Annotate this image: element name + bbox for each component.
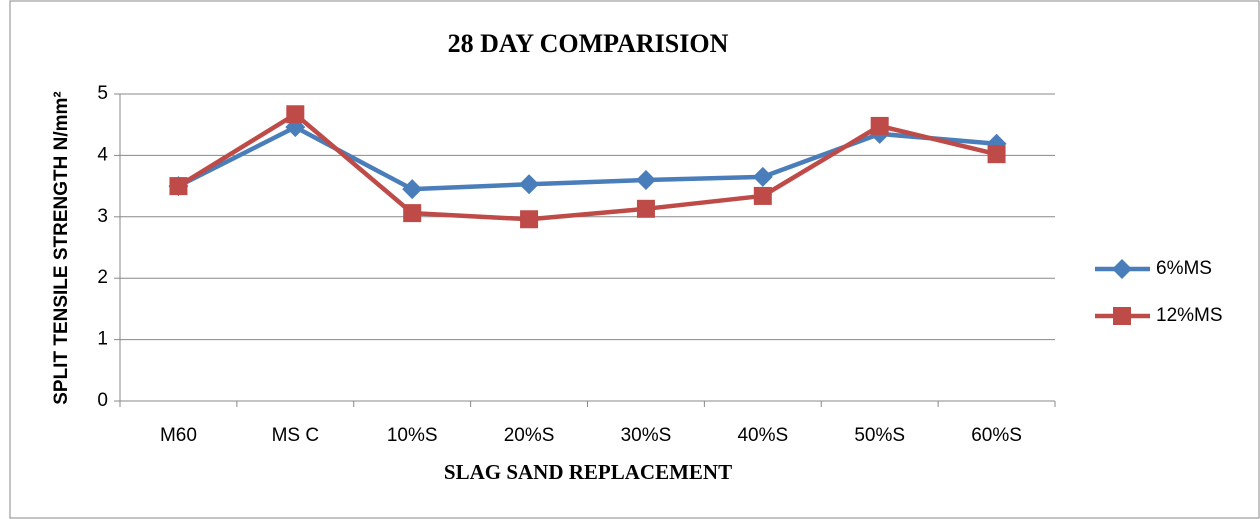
x-tick-label: MS C: [272, 425, 320, 446]
marker: [403, 204, 422, 223]
chart-title: 28 DAY COMPARISION: [448, 29, 729, 58]
y-tick-label: 0: [97, 390, 108, 411]
x-tick-label: 20%S: [504, 425, 555, 446]
series-line: [177, 112, 998, 222]
x-tick-label: 50%S: [854, 425, 905, 446]
marker: [752, 166, 773, 187]
x-axis-label: SLAG SAND REPLACEMENT: [444, 460, 732, 484]
marker: [1112, 259, 1132, 279]
x-tick-label: M60: [160, 425, 197, 446]
legend-label: 6%MS: [1156, 258, 1212, 279]
series-line: [177, 124, 997, 192]
marker: [520, 210, 539, 229]
marker: [870, 116, 889, 135]
y-tick-label: 3: [97, 206, 108, 227]
x-tick-label: 10%S: [387, 425, 438, 446]
marker: [635, 169, 656, 190]
marker: [987, 145, 1006, 164]
y-tick-label: 4: [97, 144, 108, 165]
y-tick-label: 2: [97, 267, 108, 288]
legend-label: 12%MS: [1156, 305, 1223, 326]
marker: [753, 186, 772, 205]
y-tick-label: 5: [97, 83, 108, 104]
x-tick-label: 40%S: [737, 425, 788, 446]
x-tick-label: 30%S: [621, 425, 672, 446]
marker: [636, 199, 655, 218]
marker: [286, 105, 305, 124]
marker: [169, 177, 188, 196]
marker: [402, 179, 423, 200]
marker: [519, 174, 540, 195]
x-tick-label: 60%S: [971, 425, 1022, 446]
y-axis-label: SPLIT TENSILE STRENGTH N/mm²: [51, 91, 72, 405]
chart-border: [9, 0, 1260, 519]
marker: [1113, 307, 1131, 325]
y-tick-label: 1: [97, 329, 108, 350]
